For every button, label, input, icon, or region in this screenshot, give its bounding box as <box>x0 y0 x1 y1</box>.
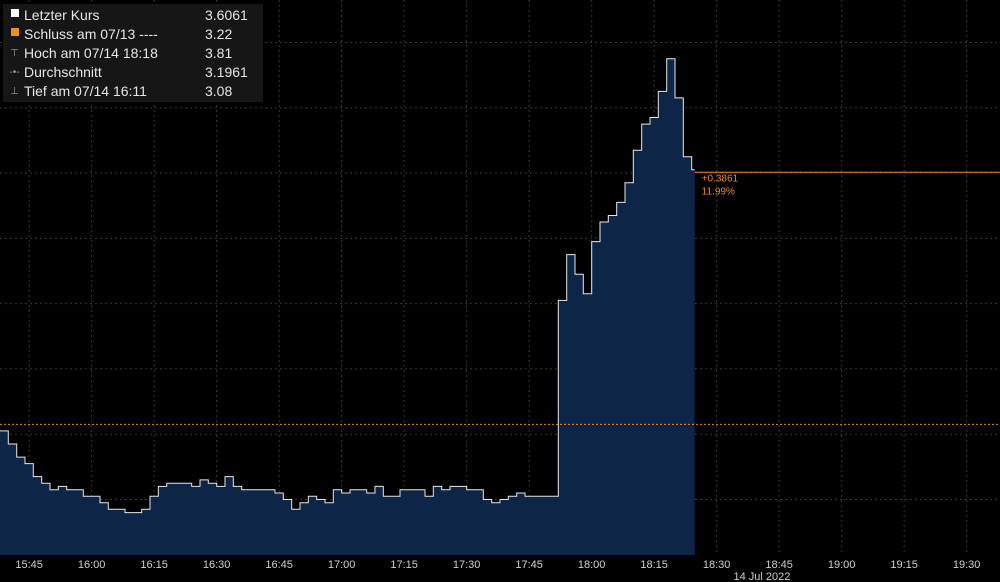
x-tick-label: 16:15 <box>140 559 168 571</box>
legend-item-low: ⊥ Tief am 07/14 16:11 3.08 <box>9 82 232 101</box>
legend-item-previous-close: Schluss am 07/13 ---- 3.22 <box>9 25 232 44</box>
price-line <box>0 58 695 514</box>
x-tick-label: 15:45 <box>15 559 43 571</box>
legend-label: Hoch am 07/14 18:18 <box>24 45 158 61</box>
square-icon <box>9 6 20 25</box>
legend-label: Schluss am 07/13 ---- <box>24 26 158 42</box>
average-marker-icon: -•- <box>9 67 20 78</box>
legend-value: 3.6061 <box>205 7 248 23</box>
date-label: 14 Jul 2022 <box>733 571 790 582</box>
x-tick-label: 17:45 <box>515 559 543 571</box>
legend-label: Letzter Kurs <box>24 7 100 23</box>
x-tick-label: 19:00 <box>828 559 856 571</box>
legend-item-last-price: Letzter Kurs 3.6061 <box>9 6 248 25</box>
x-tick-label: 16:00 <box>78 559 106 571</box>
legend-label: Tief am 07/14 16:11 <box>24 83 147 99</box>
x-tick-label: 16:45 <box>265 559 293 571</box>
legend-item-average: -•- Durchschnitt 3.1961 <box>9 63 247 82</box>
x-tick-label: 18:45 <box>765 559 793 571</box>
x-tick-label: 17:15 <box>390 559 418 571</box>
x-tick-label: 18:15 <box>640 559 668 571</box>
x-tick-label: 17:00 <box>328 559 356 571</box>
high-marker-icon: ⊤ <box>10 48 19 59</box>
legend-value: 3.22 <box>205 26 233 42</box>
legend-value: 3.08 <box>205 83 233 99</box>
legend-item-high: ⊤ Hoch am 07/14 18:18 3.81 <box>9 44 232 63</box>
change-value-label: +0.3861 <box>702 173 739 184</box>
price-area-fill <box>0 58 695 556</box>
x-tick-label: 19:15 <box>890 559 918 571</box>
legend-value: 3.81 <box>205 45 233 61</box>
x-tick-label: 17:30 <box>453 559 481 571</box>
legend-value: 3.1961 <box>205 64 248 80</box>
x-tick-label: 18:30 <box>703 559 731 571</box>
low-marker-icon: ⊥ <box>10 86 19 97</box>
x-tick-label: 18:00 <box>578 559 606 571</box>
change-percent-label: 11.99% <box>702 186 735 197</box>
x-axis-ticks: 15:45 16:00 16:15 16:30 16:45 17:00 17:15 17:30… <box>15 559 980 571</box>
legend-label: Durchschnitt <box>24 64 102 80</box>
chart-legend: Letzter Kurs 3.6061 Schluss am 07/13 ---… <box>3 4 263 102</box>
square-icon <box>9 25 20 44</box>
chart-grid <box>0 0 1000 555</box>
x-tick-label: 19:30 <box>953 559 981 571</box>
x-tick-label: 16:30 <box>203 559 231 571</box>
